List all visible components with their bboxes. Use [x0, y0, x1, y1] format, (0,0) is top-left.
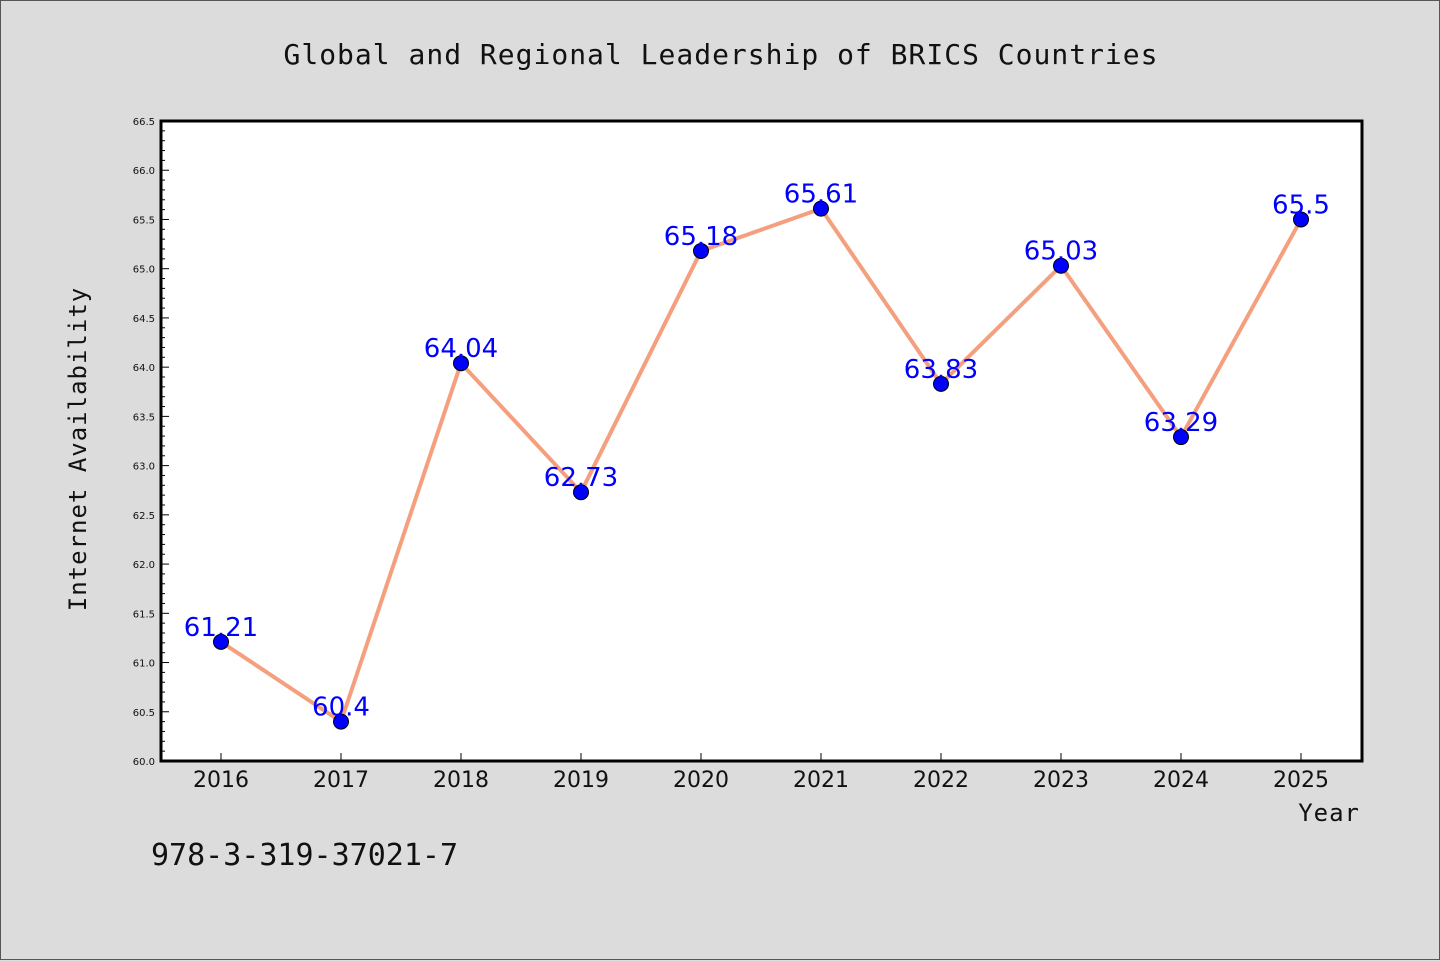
data-point: [1293, 211, 1309, 228]
y-axis-label: Internet Availability: [64, 287, 92, 611]
y-tick-label: 62.0: [133, 560, 155, 571]
y-tick-label: 66.5: [133, 117, 155, 128]
data-point: [1053, 257, 1069, 274]
y-tick-label: 63.0: [133, 462, 155, 473]
series-line-segment: [939, 263, 1063, 386]
y-tick-label: 63.5: [133, 412, 155, 423]
series-line-segment: [1179, 217, 1303, 440]
x-axis: 2016 2017 2018 2019 2020 2021 2022 2023 2024 2025: [193, 753, 1329, 793]
y-tick-label: 62.5: [133, 511, 155, 522]
data-label: 65.61: [784, 180, 858, 210]
series-markers: [213, 200, 1309, 730]
data-point: [933, 375, 949, 392]
series-line-segment: [1059, 263, 1183, 440]
data-label: 60.4: [312, 693, 370, 723]
y-tick-label: 61.0: [133, 659, 155, 670]
data-point: [1173, 429, 1189, 446]
x-tick-label: 2018: [433, 768, 489, 793]
x-tick-label: 2020: [673, 768, 729, 793]
data-label: 61.21: [184, 613, 258, 643]
series-line-segment: [579, 248, 703, 495]
x-tick-label: 2025: [1273, 768, 1329, 793]
data-labels: 61.21 60.4 64.04 62.73 65.18 65.61 63.83 65.03 6…: [184, 180, 1330, 723]
x-axis-label: Year: [1298, 799, 1360, 827]
data-label: 65.18: [664, 222, 738, 252]
data-label: 64.04: [424, 334, 498, 364]
data-label: 65.5: [1272, 190, 1330, 220]
y-tick-label: 65.5: [133, 215, 155, 226]
y-tick-label: 66.0: [133, 166, 155, 177]
x-tick-label: 2019: [553, 768, 609, 793]
x-tick-label: 2016: [193, 768, 249, 793]
y-tick-label: 64.0: [133, 363, 155, 374]
series-line-segment: [699, 206, 823, 253]
x-tick-label: 2023: [1033, 768, 1089, 793]
data-point: [453, 355, 469, 372]
footer-identifier: 978-3-319-37021-7: [151, 838, 458, 873]
series-line-segment: [339, 361, 463, 724]
data-label: 63.83: [904, 355, 978, 385]
y-tick-label: 65.0: [133, 265, 155, 276]
data-point: [333, 713, 349, 730]
y-axis: 60.0 60.5 61.0 61.5 62.0 62.5 63.0 63.5 64.0 64.5…: [133, 117, 169, 768]
series-line-segment: [819, 206, 943, 386]
x-tick-label: 2017: [313, 768, 369, 793]
series-line-segment: [459, 361, 583, 495]
series-line-group: [219, 206, 1303, 724]
data-point: [813, 200, 829, 217]
chart-title: Global and Regional Leadership of BRICS …: [283, 38, 1158, 71]
data-label: 65.03: [1024, 237, 1098, 267]
y-tick-label: 60.0: [133, 757, 155, 768]
y-tick-label: 64.5: [133, 314, 155, 325]
y-tick-label: 61.5: [133, 609, 155, 620]
y-tick-label: 60.5: [133, 708, 155, 719]
data-point: [573, 484, 589, 501]
x-tick-label: 2022: [913, 768, 969, 793]
data-point: [213, 633, 229, 650]
series-line-segment: [219, 639, 343, 724]
x-tick-label: 2024: [1153, 768, 1209, 793]
x-tick-label: 2021: [793, 768, 849, 793]
data-label: 62.73: [544, 463, 618, 493]
data-label: 63.29: [1144, 408, 1218, 438]
data-point: [693, 242, 709, 259]
